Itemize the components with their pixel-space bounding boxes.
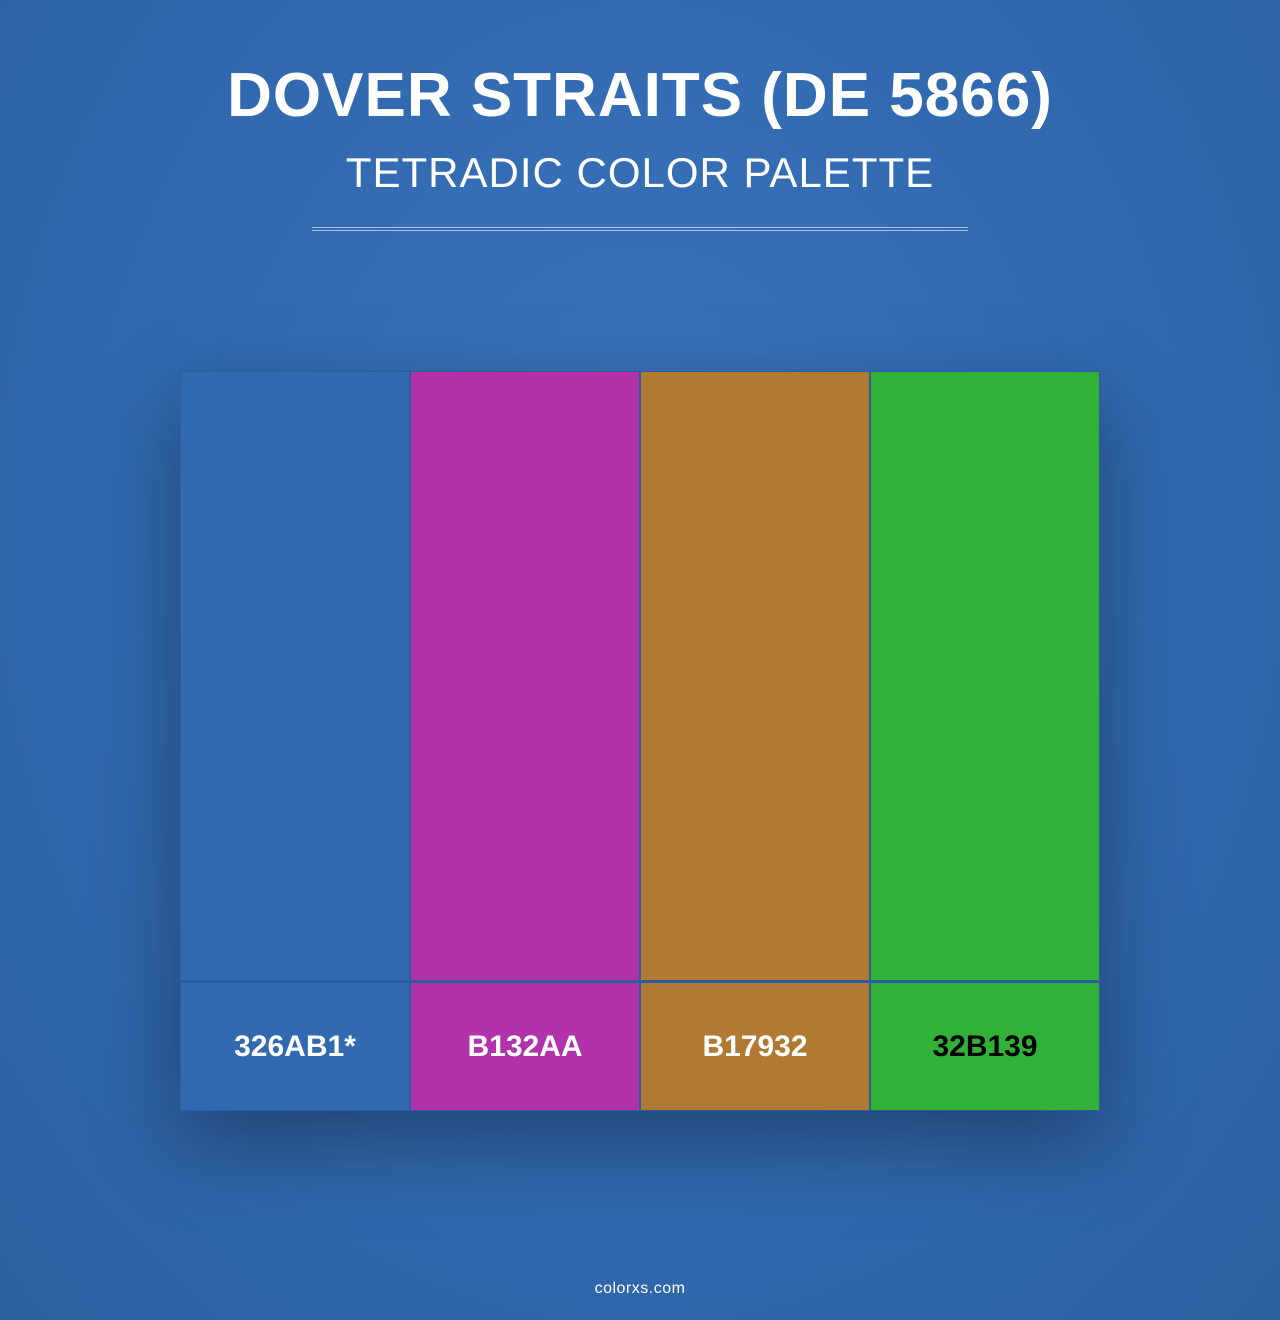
header: DOVER STRAITS (DE 5866) TETRADIC COLOR P… — [0, 0, 1280, 231]
label-0: 326AB1* — [180, 981, 410, 1111]
footer-attribution: colorxs.com — [0, 1280, 1280, 1298]
label-text-3: 32B139 — [932, 1030, 1037, 1064]
label-text-2: B17932 — [702, 1030, 807, 1064]
swatch-2 — [640, 371, 870, 981]
label-2: B17932 — [640, 981, 870, 1111]
labels-row: 326AB1* B132AA B17932 32B139 — [180, 981, 1100, 1111]
label-text-0: 326AB1* — [234, 1030, 356, 1064]
swatch-3 — [870, 371, 1100, 981]
label-text-1: B132AA — [467, 1030, 582, 1064]
page-title: DOVER STRAITS (DE 5866) — [0, 60, 1280, 131]
label-1: B132AA — [410, 981, 640, 1111]
label-3: 32B139 — [870, 981, 1100, 1111]
palette-container: 326AB1* B132AA B17932 32B139 — [180, 371, 1100, 1111]
swatches-row — [180, 371, 1100, 981]
swatch-0 — [180, 371, 410, 981]
divider — [312, 227, 968, 231]
page-subtitle: TETRADIC COLOR PALETTE — [0, 149, 1280, 197]
swatch-1 — [410, 371, 640, 981]
